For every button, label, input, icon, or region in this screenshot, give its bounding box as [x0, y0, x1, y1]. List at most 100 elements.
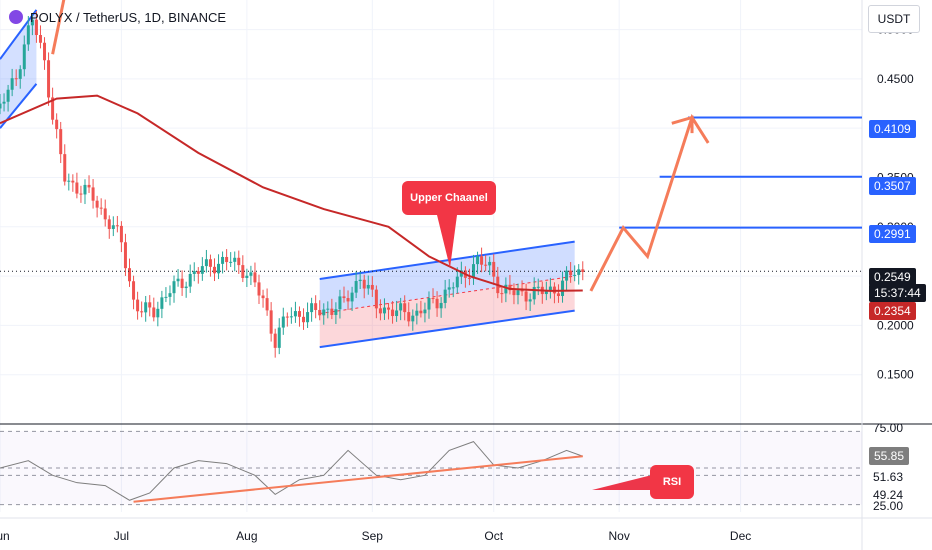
callout-upper-channel: Upper Chaanel: [402, 181, 496, 215]
early-arrow: [51, 0, 66, 55]
candle-body-2024-07-11: [160, 297, 164, 309]
candle-body-2024-09-22: [455, 276, 459, 288]
candle-body-2024-07-30: [237, 257, 241, 266]
candle-body-2024-08-17: [310, 303, 314, 313]
candle-body-2024-07-12: [164, 296, 168, 298]
candle-body-2024-07-03: [128, 268, 132, 282]
rsi-trendline: [133, 455, 583, 503]
candle-body-2024-09-26: [471, 264, 475, 279]
candle-body-2024-09-06: [391, 309, 395, 317]
candle-body-2024-10-07: [516, 290, 520, 296]
callout-rsi-pointer: [592, 475, 652, 490]
candle-body-2024-06-11: [38, 35, 42, 43]
candle-body-2024-07-18: [188, 273, 192, 287]
projection-arrowhead: [671, 115, 694, 134]
candle-body-2024-08-11: [285, 316, 289, 318]
candle-body-2024-08-19: [318, 309, 322, 316]
candle-body-2024-08-20: [322, 309, 326, 316]
candle-body-2024-08-24: [338, 296, 342, 310]
candle-body-2024-06-10: [34, 19, 38, 36]
candle-body-2024-07-14: [172, 281, 176, 294]
candle-body-2024-09-08: [399, 303, 403, 311]
candle-body-2024-08-10: [281, 316, 285, 328]
candle-body-2024-07-06: [140, 311, 144, 313]
candle-body-2024-08-04: [257, 282, 261, 296]
candle-body-2024-07-17: [184, 286, 188, 289]
candle-body-2024-07-31: [241, 265, 245, 278]
rsi-value-tag: 55.85: [869, 447, 910, 465]
candle-body-2024-07-29: [233, 257, 237, 262]
candle-body-2024-09-09: [403, 303, 407, 313]
candle-body-2024-09-10: [407, 312, 411, 322]
candle-body-2024-08-02: [249, 272, 253, 276]
channel-mid-line: [319, 275, 575, 315]
candle-body-2024-10-22: [577, 269, 581, 275]
candle-body-2024-06-03: [6, 89, 10, 102]
candle-body-2024-09-17: [435, 298, 439, 309]
candle-body-2024-07-23: [208, 259, 212, 267]
candle-series: [0, 11, 585, 358]
candle-body-2024-10-23: [581, 269, 585, 272]
candle-body-2024-10-18: [561, 280, 565, 296]
candle-body-2024-09-27: [476, 256, 480, 265]
candle-body-2024-08-26: [346, 298, 350, 302]
candle-body-2024-10-01: [492, 261, 496, 277]
candle-body-2024-07-04: [132, 281, 136, 300]
x-tick-jun: Jun: [0, 529, 10, 543]
candle-body-2024-07-21: [200, 266, 204, 274]
candle-body-2024-06-18: [67, 180, 71, 182]
candle-body-2024-06-04: [10, 78, 14, 90]
candle-body-2024-08-23: [334, 309, 338, 315]
tag-last-price: 0.2549: [869, 268, 916, 286]
candle-body-2024-08-08: [273, 333, 277, 348]
candle-body-2024-06-05: [14, 78, 18, 80]
tag-target-3: 0.4109: [869, 120, 916, 138]
candle-body-2024-06-20: [75, 182, 79, 194]
candle-body-2024-06-17: [63, 154, 67, 182]
candle-body-2024-06-21: [79, 193, 83, 195]
candle-body-2024-06-09: [30, 19, 34, 26]
callout-rsi: RSI: [650, 465, 694, 499]
early-channel-upper: [0, 9, 38, 60]
candle-body-2024-08-21: [326, 308, 330, 310]
candle-body-2024-07-25: [217, 263, 221, 274]
candle-body-2024-09-14: [423, 309, 427, 314]
candle-body-2024-07-15: [176, 278, 180, 282]
callout-upper-pointer: [437, 215, 457, 268]
x-tick-nov: Nov: [609, 529, 630, 543]
candle-body-2024-07-27: [225, 256, 229, 263]
rsi-ma-tag: 51.63: [873, 470, 904, 484]
candle-body-2024-08-14: [297, 311, 301, 317]
rsi-band-fill: [0, 431, 862, 505]
candle-body-2024-07-10: [156, 308, 160, 318]
candle-body-2024-09-16: [431, 298, 435, 300]
candle-body-2024-06-23: [87, 184, 91, 188]
candle-body-2024-10-19: [565, 270, 569, 281]
candle-body-2024-09-12: [415, 310, 419, 316]
candle-body-2024-09-04: [382, 307, 386, 314]
candle-body-2024-08-29: [358, 279, 362, 282]
candle-body-2024-08-25: [342, 296, 346, 299]
tag-target-1: 0.2991: [869, 225, 916, 243]
rsi-panel: [0, 430, 862, 506]
candle-body-2024-10-06: [512, 290, 516, 296]
candle-body-2024-10-12: [536, 286, 540, 288]
price-channel: [0, 9, 575, 349]
candle-body-2024-06-16: [59, 129, 63, 155]
candle-body-2024-06-28: [107, 219, 111, 229]
tag-countdown: 15:37:44: [869, 284, 926, 302]
candle-body-2024-10-09: [524, 291, 528, 302]
tag-target-2: 0.3507: [869, 177, 916, 195]
candle-body-2024-06-25: [95, 200, 99, 208]
candle-body-2024-09-25: [467, 277, 471, 279]
candle-body-2024-07-02: [123, 242, 127, 269]
currency-selector[interactable]: USDT: [868, 5, 920, 33]
y-tick-1: 0.4500: [877, 72, 914, 86]
candle-body-2024-07-28: [229, 261, 233, 263]
candle-body-2024-07-20: [196, 271, 200, 274]
candle-body-2024-08-16: [306, 312, 310, 323]
candle-body-2024-06-13: [47, 60, 51, 98]
candle-body-2024-06-07: [22, 44, 26, 70]
candle-body-2024-07-26: [221, 256, 225, 264]
